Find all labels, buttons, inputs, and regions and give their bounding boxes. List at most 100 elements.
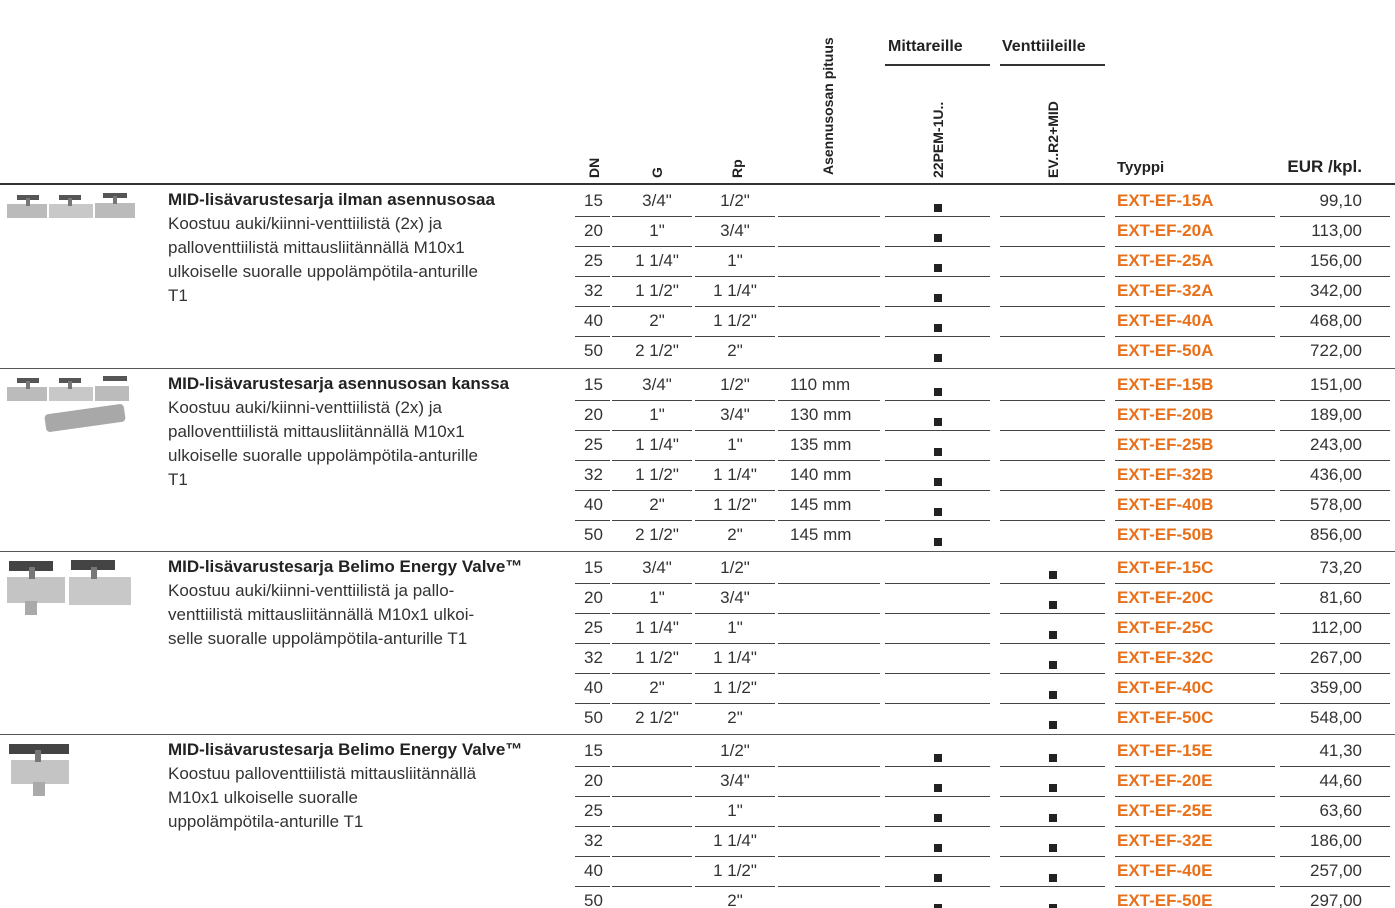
description-line: palloventtiilistä mittausliitännällä M10… (168, 238, 465, 257)
row-rule (695, 796, 775, 797)
row-rule (778, 400, 880, 401)
column-header: Tyyppi (1117, 159, 1165, 176)
mark (934, 754, 942, 762)
type: EXT-EF-32A (1117, 281, 1214, 300)
mark (934, 264, 942, 272)
row-rule (612, 306, 692, 307)
row-rule (575, 796, 610, 797)
row-rule (1115, 826, 1275, 827)
rp: 1 1/2" (713, 495, 757, 514)
dn: 15 (584, 191, 603, 210)
dn: 32 (584, 465, 603, 484)
product-image (7, 193, 135, 218)
row-rule (778, 673, 880, 674)
row-rule (575, 490, 610, 491)
dn: 15 (584, 558, 603, 577)
row-rule (885, 216, 990, 217)
row-rule (612, 336, 692, 337)
row-rule (695, 520, 775, 521)
price: 359,00 (1310, 678, 1362, 697)
dn: 40 (584, 861, 603, 880)
price: 81,60 (1319, 588, 1362, 607)
row-rule (612, 826, 692, 827)
row-rule (1280, 826, 1390, 827)
row-rule (885, 306, 990, 307)
row-rule (778, 583, 880, 584)
row-rule (885, 336, 990, 337)
row-rule (1000, 703, 1105, 704)
type: EXT-EF-15A (1117, 191, 1214, 210)
type: EXT-EF-40B (1117, 495, 1214, 514)
description-line: Koostuu palloventtiilistä mittausliitänn… (168, 764, 477, 783)
mark (934, 784, 942, 792)
mark (1049, 904, 1057, 908)
row-rule (885, 886, 990, 887)
row-rule (612, 276, 692, 277)
g: 3/4" (642, 558, 672, 577)
price: 722,00 (1310, 341, 1362, 360)
row-rule (612, 703, 692, 704)
description-line: venttiilistä mittausliitännällä M10x1 ul… (168, 605, 475, 624)
length: 140 mm (790, 465, 852, 484)
description-line: ulkoiselle suoralle uppolämpötila-anturi… (168, 262, 478, 281)
product-image (7, 560, 131, 615)
row-rule (695, 306, 775, 307)
row-rule (1280, 490, 1390, 491)
price: 267,00 (1310, 648, 1362, 667)
row-rule (1280, 886, 1390, 887)
rp: 3/4" (720, 405, 750, 424)
row-rule (1280, 400, 1390, 401)
group-rule (0, 368, 1395, 369)
dn: 25 (584, 251, 603, 270)
g: 2" (649, 495, 665, 514)
row-rule (695, 430, 775, 431)
row-rule (1000, 430, 1105, 431)
row-rule (778, 766, 880, 767)
row-rule (575, 430, 610, 431)
dn: 32 (584, 648, 603, 667)
row-rule (778, 246, 880, 247)
g: 3/4" (642, 375, 672, 394)
g: 1" (649, 405, 665, 424)
type: EXT-EF-50E (1117, 891, 1213, 908)
row-rule (612, 216, 692, 217)
row-rule (1000, 336, 1105, 337)
column-header: DN (586, 157, 602, 178)
row-rule (1000, 460, 1105, 461)
price: 189,00 (1310, 405, 1362, 424)
row-rule (1115, 856, 1275, 857)
length: 145 mm (790, 495, 852, 514)
row-rule (575, 400, 610, 401)
row-rule (778, 306, 880, 307)
price: 856,00 (1310, 525, 1362, 544)
row-rule (575, 613, 610, 614)
dn: 32 (584, 281, 603, 300)
g: 3/4" (642, 191, 672, 210)
rp: 3/4" (720, 588, 750, 607)
row-rule (1115, 886, 1275, 887)
mark (1049, 874, 1057, 882)
row-rule (575, 826, 610, 827)
price: 151,00 (1310, 375, 1362, 394)
mark (1049, 844, 1057, 852)
dn: 32 (584, 831, 603, 850)
type: EXT-EF-50B (1117, 525, 1214, 544)
row-rule (1115, 336, 1275, 337)
column-header: Rp (729, 159, 745, 178)
price: 468,00 (1310, 311, 1362, 330)
mark (934, 538, 942, 546)
mark (934, 294, 942, 302)
row-rule (1000, 306, 1105, 307)
rule (1000, 64, 1105, 66)
row-rule (695, 766, 775, 767)
row-rule (1280, 216, 1390, 217)
row-rule (1115, 583, 1275, 584)
row-rule (778, 276, 880, 277)
row-rule (1280, 430, 1390, 431)
type: EXT-EF-20A (1117, 221, 1214, 240)
rp: 1" (727, 801, 743, 820)
row-rule (612, 856, 692, 857)
mark (1049, 691, 1057, 699)
row-rule (695, 856, 775, 857)
rp: 1/2" (720, 375, 750, 394)
